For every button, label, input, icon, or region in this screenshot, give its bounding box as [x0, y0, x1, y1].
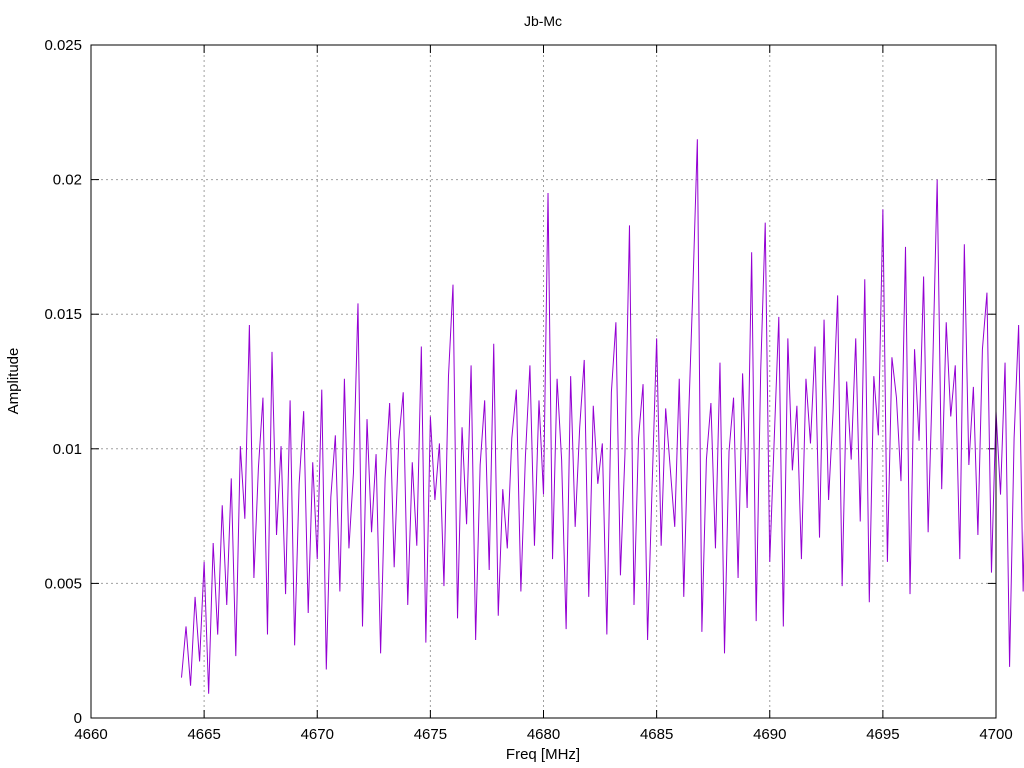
x-tick-label: 4690	[753, 726, 786, 743]
y-tick-label: 0.025	[44, 37, 82, 54]
x-tick-label: 4675	[414, 726, 447, 743]
x-tick-label: 4695	[866, 726, 899, 743]
y-tick-label: 0.01	[53, 441, 82, 458]
y-tick-labels: 0 0.005 0.01 0.015 0.02 0.025	[44, 37, 82, 727]
x-tick-label: 4660	[74, 726, 107, 743]
y-tick-label: 0.005	[44, 575, 82, 592]
x-tick-label: 4665	[187, 726, 220, 743]
x-axis-label: Freq [MHz]	[506, 746, 580, 763]
y-tick-label: 0	[74, 710, 82, 727]
x-tick-label: 4700	[979, 726, 1012, 743]
series-line	[181, 139, 1024, 694]
x-tick-label: 4670	[301, 726, 334, 743]
y-tick-label: 0.02	[53, 172, 82, 189]
y-tick-label: 0.015	[44, 306, 82, 323]
y-axis-label: Amplitude	[5, 348, 22, 415]
x-tick-label: 4680	[527, 726, 560, 743]
plot-frame	[90, 44, 997, 719]
x-tick-label: 4685	[640, 726, 673, 743]
plot-series	[181, 139, 1024, 694]
x-tick-labels: 4660 4665 4670 4675 4680 4685 4690 4695 4700	[74, 726, 1012, 743]
grid-lines	[91, 45, 996, 718]
chart-title: Jb-Mc	[524, 13, 562, 29]
